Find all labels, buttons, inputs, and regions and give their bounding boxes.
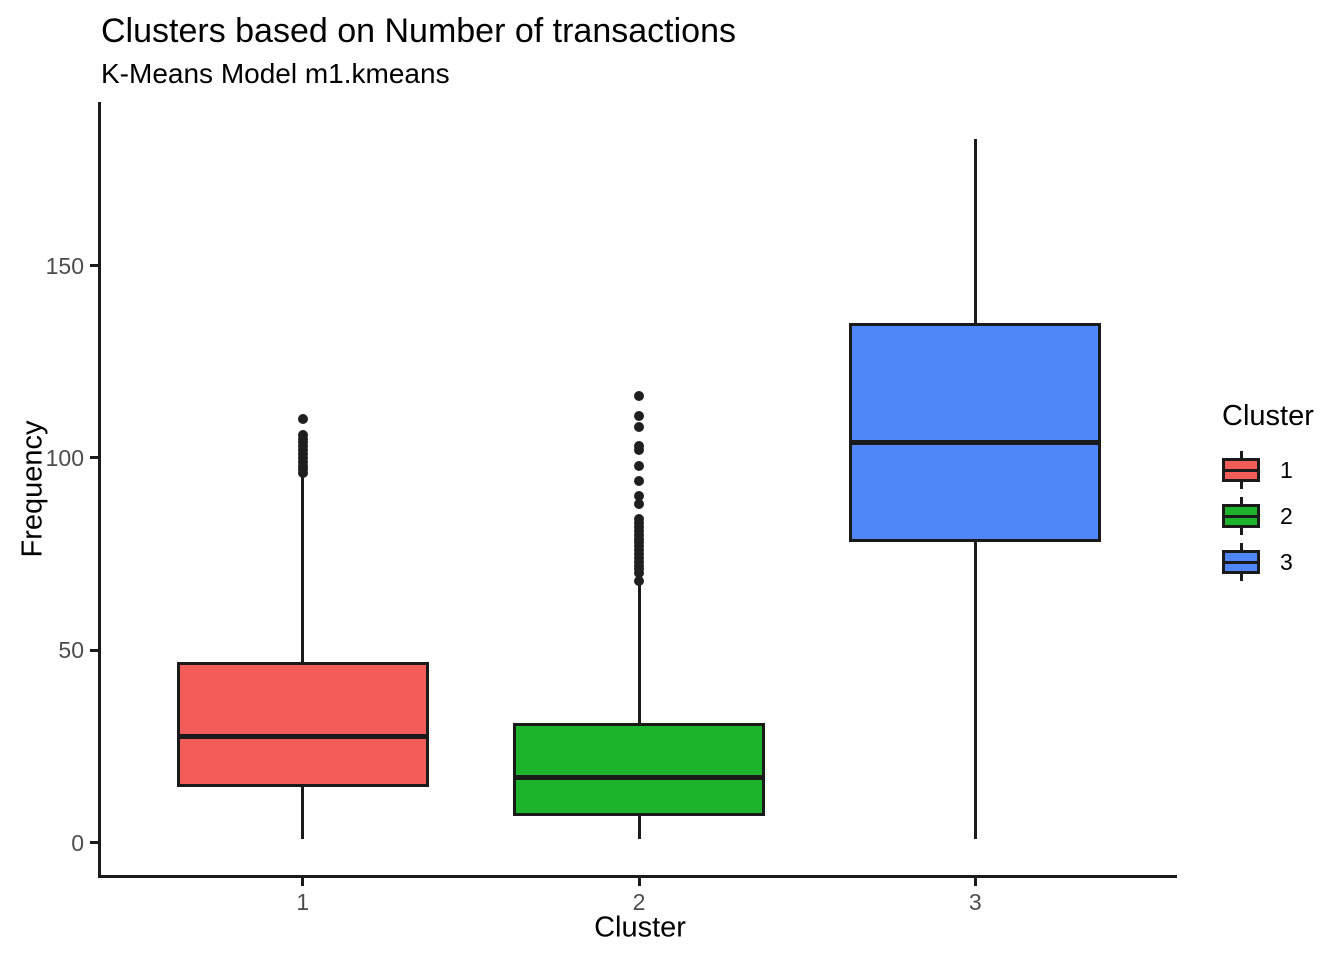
- upper-whisker-cluster-2: [637, 584, 641, 724]
- x-tick-mark: [301, 877, 305, 886]
- outlier-point-cluster-2: [634, 575, 644, 586]
- legend-label: 3: [1280, 548, 1293, 575]
- outlier-point-cluster-1: [297, 429, 308, 440]
- y-axis-line: [98, 102, 101, 878]
- x-tick-label: 1: [296, 888, 310, 915]
- y-axis-title: Frequency: [16, 420, 49, 558]
- outlier-point-cluster-2: [634, 410, 644, 421]
- x-tick-label: 2: [632, 888, 646, 915]
- median-cluster-3: [852, 439, 1099, 445]
- y-tick-mark: [90, 841, 98, 845]
- outlier-point-cluster-2: [634, 499, 644, 510]
- outlier-point-cluster-1: [297, 414, 308, 425]
- legend-label: 2: [1280, 502, 1293, 529]
- median-cluster-2: [515, 774, 763, 780]
- legend-boxplot-key-icon: [1222, 450, 1260, 490]
- chart-subtitle: K-Means Model m1.kmeans: [101, 58, 450, 89]
- x-axis-title: Cluster: [594, 911, 686, 944]
- box-cluster-2: [512, 723, 766, 816]
- legend-boxplot-key-icon: [1222, 496, 1260, 536]
- chart-title: Clusters based on Number of transactions: [101, 12, 736, 50]
- y-tick-mark: [90, 264, 98, 267]
- upper-whisker-cluster-3: [973, 138, 977, 324]
- y-tick-label: 100: [45, 444, 84, 471]
- y-tick-label: 150: [45, 252, 84, 279]
- legend: Cluster 1 2 3: [1222, 400, 1314, 585]
- y-tick-mark: [90, 648, 98, 652]
- median-cluster-1: [179, 734, 426, 740]
- x-axis-line: [98, 874, 1177, 878]
- lower-whisker-cluster-3: [973, 542, 977, 839]
- lower-whisker-cluster-2: [637, 815, 641, 839]
- y-tick-label: 50: [58, 637, 84, 664]
- x-tick-mark: [637, 877, 641, 886]
- outlier-point-cluster-2: [634, 475, 644, 486]
- outlier-point-cluster-2: [634, 514, 644, 525]
- outlier-point-cluster-2: [634, 441, 644, 452]
- y-tick-label: 0: [71, 829, 84, 856]
- x-tick-mark: [973, 877, 977, 886]
- legend-label: 1: [1280, 456, 1293, 483]
- upper-whisker-cluster-1: [301, 477, 305, 662]
- outlier-point-cluster-2: [634, 422, 644, 433]
- box-cluster-3: [849, 323, 1102, 543]
- legend-title: Cluster: [1222, 400, 1314, 432]
- x-tick-label: 3: [968, 888, 982, 915]
- legend-boxplot-key-icon: [1222, 542, 1260, 582]
- outlier-point-cluster-2: [634, 391, 644, 402]
- legend-item-3: 3: [1222, 539, 1314, 585]
- legend-item-1: 1: [1222, 447, 1314, 493]
- legend-item-2: 2: [1222, 493, 1314, 539]
- legend-items: 1 2 3: [1222, 447, 1314, 585]
- box-cluster-1: [176, 661, 429, 787]
- y-tick-mark: [90, 456, 98, 460]
- lower-whisker-cluster-1: [301, 786, 305, 839]
- outlier-point-cluster-2: [634, 460, 644, 471]
- outlier-point-cluster-2: [634, 491, 644, 502]
